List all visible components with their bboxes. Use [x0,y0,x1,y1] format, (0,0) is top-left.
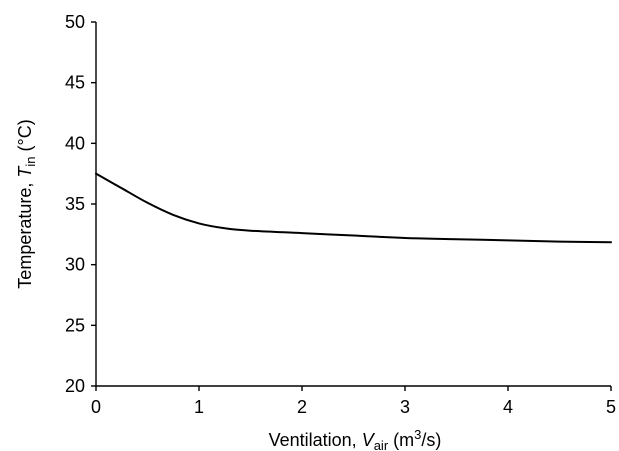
x-axis-label-symbol: V [362,430,376,450]
y-tick-label: 20 [65,376,85,396]
y-tick-label: 50 [65,12,85,32]
y-tick-label: 30 [65,255,85,275]
x-tick-label: 0 [91,397,101,417]
x-axis-label: Ventilation, Vair (m3/s) [269,427,442,451]
y-tick-label: 45 [65,73,85,93]
y-axis-ticks: 20 25 30 35 40 45 50 [65,12,96,396]
y-tick-label: 35 [65,194,85,214]
y-axis-label-prefix: Temperature, [15,178,35,289]
y-axis-label: Temperature, Tin (°C) [15,119,38,288]
x-axis-label-subscript: air [374,438,389,451]
y-axis-label-subscript: in [23,157,38,167]
x-tick-label: 3 [400,397,410,417]
plot-series [95,172,612,244]
y-axis-label-unit: (°C) [15,119,35,156]
y-axis-label-symbol: T [15,165,35,178]
x-axis-label-unit-close: /s) [421,430,441,450]
y-tick-label: 40 [65,133,85,153]
x-axis-label-unit-open: (m [388,430,414,450]
x-tick-label: 4 [503,397,513,417]
axes [95,22,611,387]
temperature-series-line [95,172,612,244]
x-tick-label: 1 [194,397,204,417]
y-tick-label: 25 [65,315,85,335]
x-axis-label-prefix: Ventilation, [269,430,362,450]
x-tick-label: 5 [606,397,616,417]
x-axis-ticks: 0 1 2 3 4 5 [91,386,616,417]
x-tick-label: 2 [297,397,307,417]
x-axis-label-unit-sup: 3 [414,427,421,442]
